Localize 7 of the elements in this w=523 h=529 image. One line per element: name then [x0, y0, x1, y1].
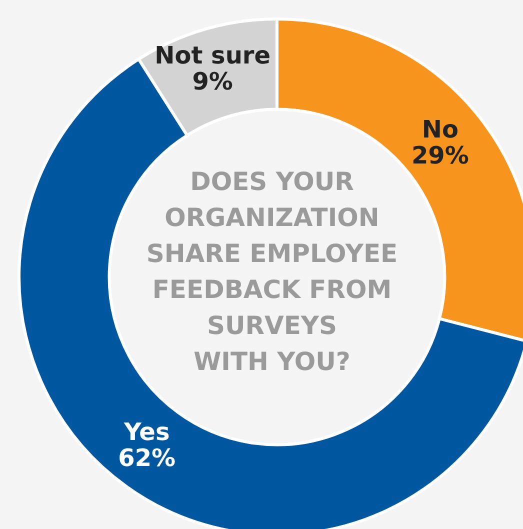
slice-label: Yes: [123, 418, 170, 446]
slice-label: Not sure: [154, 42, 271, 70]
slice-label: No: [422, 116, 458, 144]
data-label: 29%: [411, 142, 469, 170]
data-label: 62%: [118, 444, 176, 472]
data-label: 9%: [192, 68, 233, 96]
text: DOES YOUR ORGANIZATION SHARE EMPLOYEE FEEDBACK FROM SURVEYS WITH YOU?: [145, 167, 399, 376]
